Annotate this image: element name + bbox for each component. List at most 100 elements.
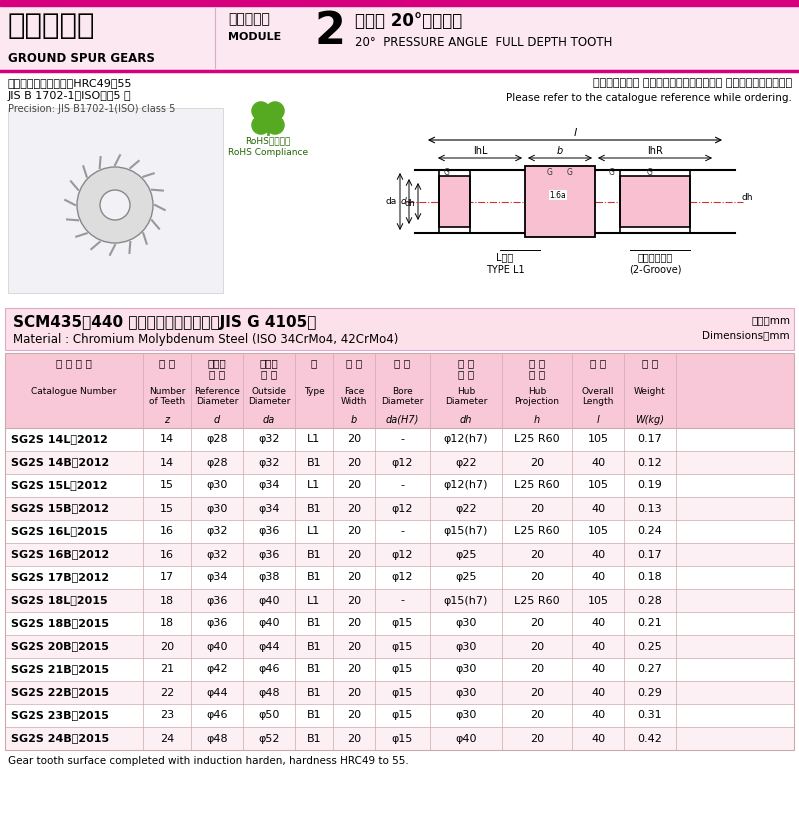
Text: 40: 40	[591, 572, 605, 582]
Bar	[5, 635, 794, 658]
Text: 20: 20	[530, 618, 544, 628]
Bar	[5, 353, 794, 428]
Text: 23: 23	[160, 711, 174, 721]
Text: 20: 20	[347, 618, 361, 628]
Text: φ15: φ15	[392, 711, 413, 721]
Text: 全 長: 全 長	[590, 358, 606, 368]
Bar	[5, 681, 794, 704]
Text: 105: 105	[587, 527, 609, 536]
Bar	[5, 566, 794, 589]
Text: 40: 40	[591, 641, 605, 651]
Text: 20: 20	[347, 734, 361, 744]
Text: 16: 16	[160, 527, 174, 536]
Text: d: d	[214, 415, 221, 425]
Text: 0.19: 0.19	[638, 481, 662, 491]
Circle shape	[266, 102, 284, 120]
Text: φ48: φ48	[258, 687, 280, 698]
Text: Precision: JIS B1702-1(ISO) class 5: Precision: JIS B1702-1(ISO) class 5	[8, 104, 175, 114]
Text: MODULE: MODULE	[228, 32, 281, 42]
Text: B1: B1	[307, 572, 321, 582]
Text: 105: 105	[587, 595, 609, 605]
Circle shape	[77, 167, 153, 243]
Text: φ22: φ22	[455, 504, 477, 514]
Text: φ30: φ30	[455, 687, 477, 698]
Text: φ34: φ34	[258, 481, 280, 491]
Text: G: G	[567, 168, 573, 177]
Text: Weight: Weight	[634, 387, 666, 396]
Text: SG2S 15L－2012: SG2S 15L－2012	[11, 481, 108, 491]
Text: φ36: φ36	[206, 595, 228, 605]
Text: L1: L1	[308, 527, 320, 536]
Text: 20: 20	[347, 481, 361, 491]
Text: φ40: φ40	[455, 734, 477, 744]
Text: φ46: φ46	[206, 711, 228, 721]
Text: 40: 40	[591, 711, 605, 721]
Text: lhL: lhL	[473, 146, 487, 156]
Text: 20: 20	[347, 435, 361, 445]
Circle shape	[263, 113, 273, 123]
Text: 20: 20	[530, 641, 544, 651]
Text: SG2S 18L－2015: SG2S 18L－2015	[11, 595, 108, 605]
Text: lhR: lhR	[647, 146, 663, 156]
Bar	[5, 612, 794, 635]
Text: z: z	[165, 415, 169, 425]
Text: 20: 20	[347, 458, 361, 468]
Text: φ32: φ32	[258, 435, 280, 445]
Bar	[5, 543, 794, 566]
Text: B1: B1	[307, 641, 321, 651]
Text: 0.18: 0.18	[638, 572, 662, 582]
Bar	[5, 589, 794, 612]
Text: SG2S 16B－2012: SG2S 16B－2012	[11, 550, 109, 559]
Text: Outside
Diameter: Outside Diameter	[248, 387, 290, 406]
Text: 20: 20	[530, 504, 544, 514]
Text: B1: B1	[307, 711, 321, 721]
Bar	[0, 71, 799, 306]
Bar	[620, 176, 690, 227]
Text: Overall
Length: Overall Length	[582, 387, 614, 406]
Text: 20: 20	[347, 504, 361, 514]
Text: B1: B1	[307, 458, 321, 468]
Text: 0.27: 0.27	[638, 664, 662, 675]
Text: 20: 20	[530, 734, 544, 744]
Text: 単位：mm: 単位：mm	[751, 315, 790, 325]
Text: 20: 20	[530, 550, 544, 559]
Text: 御注文には必ず 「フルネームで商品記号」 を明記してください。: 御注文には必ず 「フルネームで商品記号」 を明記してください。	[593, 78, 792, 88]
Text: φ15: φ15	[392, 687, 413, 698]
Text: L25 R60: L25 R60	[515, 595, 560, 605]
Text: 40: 40	[591, 664, 605, 675]
Text: Reference
Diameter: Reference Diameter	[194, 387, 240, 406]
Text: B1: B1	[307, 734, 321, 744]
Text: φ15: φ15	[392, 641, 413, 651]
Bar	[8, 108, 223, 293]
Text: da: da	[263, 415, 275, 425]
Text: SG2S 20B－2015: SG2S 20B－2015	[11, 641, 109, 651]
Text: (2-Groove): (2-Groove)	[629, 265, 682, 275]
Text: 歯 幅: 歯 幅	[346, 358, 362, 368]
Text: 40: 40	[591, 618, 605, 628]
Text: RoHS Compliance: RoHS Compliance	[228, 148, 308, 157]
Text: 20: 20	[530, 687, 544, 698]
Text: φ22: φ22	[455, 458, 477, 468]
Text: 20: 20	[347, 572, 361, 582]
Text: G: G	[647, 168, 653, 177]
Text: G: G	[444, 168, 450, 177]
Text: 24: 24	[160, 734, 174, 744]
Bar	[5, 658, 794, 681]
Text: φ30: φ30	[206, 481, 228, 491]
Text: SG2S 18B－2015: SG2S 18B－2015	[11, 618, 109, 628]
Text: SG2S 14L－2012: SG2S 14L－2012	[11, 435, 108, 445]
Text: L１形: L１形	[496, 252, 514, 262]
Text: φ30: φ30	[455, 711, 477, 721]
Text: 18: 18	[160, 595, 174, 605]
Text: φ48: φ48	[206, 734, 228, 744]
Bar	[5, 308, 794, 350]
Text: -: -	[400, 435, 404, 445]
Circle shape	[252, 116, 270, 134]
Text: 形: 形	[311, 358, 317, 368]
Text: 0.21: 0.21	[638, 618, 662, 628]
Text: SG2S 14B－2012: SG2S 14B－2012	[11, 458, 109, 468]
Bar	[5, 451, 794, 474]
Text: φ15(h7): φ15(h7)	[443, 527, 488, 536]
Text: 40: 40	[591, 504, 605, 514]
Text: Number
of Teeth: Number of Teeth	[149, 387, 185, 406]
